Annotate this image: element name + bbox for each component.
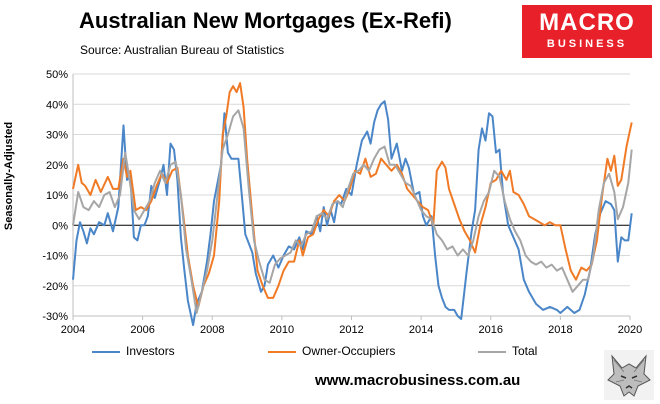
chart-title: Australian New Mortgages (Ex-Refi) [79, 8, 452, 33]
x-tick-label: 2016 [479, 324, 503, 336]
legend-item: Investors [92, 344, 175, 358]
x-tick-label: 2018 [548, 324, 572, 336]
website-url[interactable]: www.macrobusiness.com.au [315, 372, 521, 389]
logo-line-2: BUSINESS [546, 38, 628, 50]
macrobusiness-logo[interactable]: MACRO BUSINESS [522, 5, 652, 58]
series-line-owner-occupiers [72, 82, 633, 308]
y-tick-label: -10% [42, 251, 68, 263]
y-tick-label: 10% [46, 190, 68, 202]
legend-item: Owner-Occupiers [268, 344, 395, 358]
y-tick-label: 50% [46, 69, 68, 81]
x-tick-label: 2014 [409, 324, 433, 336]
x-tick-label: 2020 [618, 324, 642, 336]
legend-label: Total [512, 344, 538, 358]
chart-source: Source: Australian Bureau of Statistics [80, 43, 285, 57]
x-tick-label: 2006 [130, 324, 154, 336]
x-axis-ticks: 2004 2006 2008 2010 2012 2014 2016 2018 2020 [61, 316, 642, 336]
legend-label: Investors [126, 344, 175, 358]
y-tick-label: -20% [42, 281, 68, 293]
legend-swatch [92, 350, 120, 353]
y-tick-label: 20% [46, 160, 68, 172]
y-tick-label: -30% [42, 311, 68, 323]
chart-series [72, 82, 633, 327]
y-tick-label: 40% [46, 99, 68, 111]
x-tick-label: 2012 [339, 324, 363, 336]
x-tick-label: 2008 [200, 324, 224, 336]
logo-line-1: MACRO [539, 9, 635, 36]
legend-item: Total [478, 344, 537, 358]
chart-legend: Investors Owner-Occupiers Total [0, 344, 600, 364]
wolf-logo-icon [604, 350, 654, 400]
y-tick-label: 0% [52, 220, 68, 232]
y-axis-ticks: -30% -20% -10% 0% 10% 20% 30% 40% 50% [42, 69, 68, 323]
legend-label: Owner-Occupiers [302, 344, 396, 358]
legend-swatch [268, 350, 296, 353]
x-tick-label: 2010 [270, 324, 294, 336]
y-tick-label: 30% [46, 130, 68, 142]
x-tick-label: 2004 [61, 324, 85, 336]
series-line-total [72, 109, 633, 314]
legend-swatch [478, 350, 506, 353]
